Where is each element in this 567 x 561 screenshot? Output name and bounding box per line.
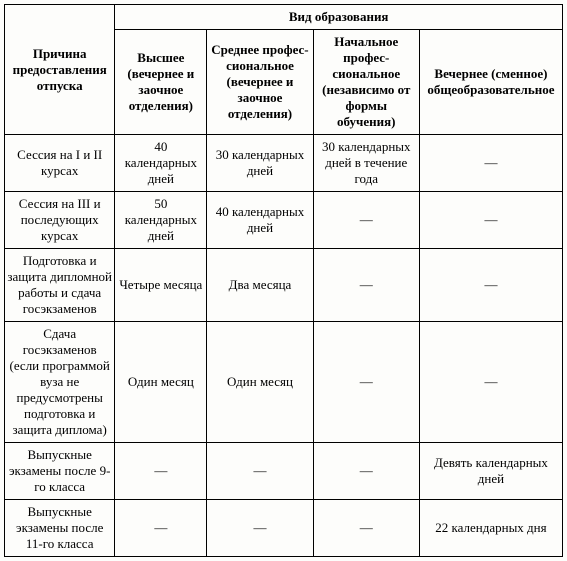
cell-reason: Выпускные экзамены после 11-го класса — [5, 500, 115, 557]
header-col-secondary: Среднее профес­сиональное (вечернее и за… — [207, 30, 313, 135]
cell-initial: — — [313, 192, 419, 249]
cell-higher: 40 календарных дней — [115, 135, 207, 192]
header-col-initial: Начальное профес­сиональное (независимо … — [313, 30, 419, 135]
cell-initial: — — [313, 322, 419, 443]
cell-reason: Сессия на III и последующих курсах — [5, 192, 115, 249]
table-row: Выпускные экзамены после 9-го класса — —… — [5, 443, 563, 500]
table-row: Сессия на I и II курсах 40 календарных д… — [5, 135, 563, 192]
cell-initial: — — [313, 249, 419, 322]
table-row: Сдача госэкзаменов (если программой вуза… — [5, 322, 563, 443]
cell-secondary: Два месяца — [207, 249, 313, 322]
cell-initial: 30 календарных дней в течение года — [313, 135, 419, 192]
header-reason: Причина предоставления отпуска — [5, 5, 115, 135]
cell-evening: — — [419, 322, 562, 443]
cell-higher: — — [115, 443, 207, 500]
cell-reason: Подготовка и защита дипломной работы и с… — [5, 249, 115, 322]
cell-evening: 22 календарных дня — [419, 500, 562, 557]
cell-secondary: 30 календарных дней — [207, 135, 313, 192]
cell-secondary: — — [207, 500, 313, 557]
cell-reason: Выпускные экзамены после 9-го класса — [5, 443, 115, 500]
cell-higher: — — [115, 500, 207, 557]
cell-secondary: Один месяц — [207, 322, 313, 443]
cell-initial: — — [313, 500, 419, 557]
leave-table: Причина предоставления отпуска Вид образ… — [4, 4, 563, 557]
cell-higher: 50 календарных дней — [115, 192, 207, 249]
cell-higher: Четыре месяца — [115, 249, 207, 322]
cell-evening: — — [419, 192, 562, 249]
cell-reason: Сессия на I и II курсах — [5, 135, 115, 192]
table-row: Сессия на III и последующих курсах 50 ка… — [5, 192, 563, 249]
header-col-higher: Высшее (вечернее и заочное отделения) — [115, 30, 207, 135]
cell-secondary: — — [207, 443, 313, 500]
cell-evening: — — [419, 135, 562, 192]
cell-higher: Один месяц — [115, 322, 207, 443]
cell-initial: — — [313, 443, 419, 500]
table-row: Подготовка и защита дипломной работы и с… — [5, 249, 563, 322]
header-education-type: Вид образования — [115, 5, 563, 30]
cell-reason: Сдача госэкзаменов (если программой вуза… — [5, 322, 115, 443]
header-col-evening: Вечернее (сменное) общеобразовательное — [419, 30, 562, 135]
cell-secondary: 40 календарных дней — [207, 192, 313, 249]
cell-evening: Девять календарных дней — [419, 443, 562, 500]
cell-evening: — — [419, 249, 562, 322]
table-row: Выпускные экзамены после 11-го класса — … — [5, 500, 563, 557]
